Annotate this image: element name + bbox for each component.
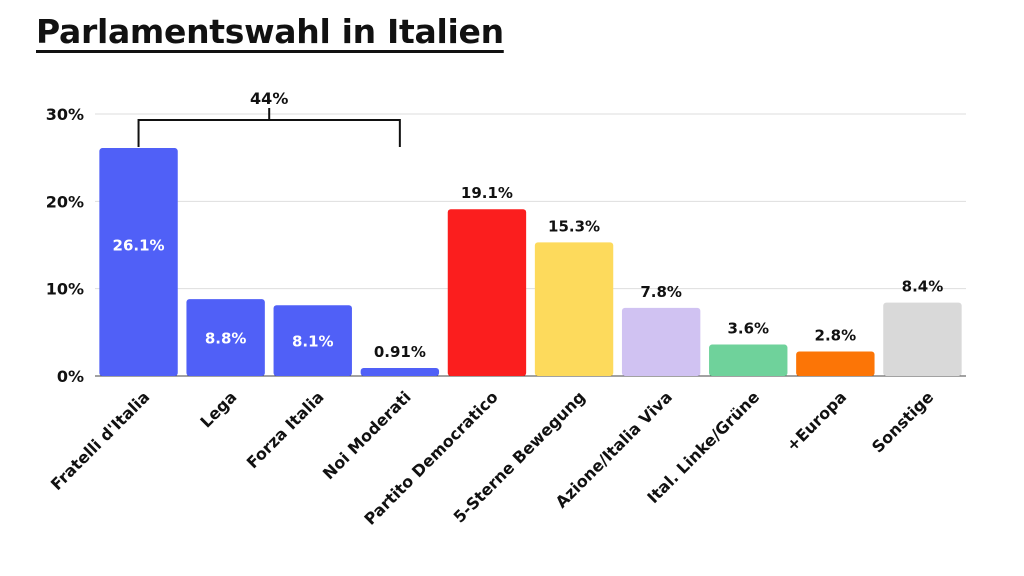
x-tick-label: Forza Italia xyxy=(243,387,328,472)
y-tick-label: 0% xyxy=(57,367,84,386)
data-label: 2.8% xyxy=(815,327,857,345)
bar xyxy=(99,148,178,376)
y-tick-label: 30% xyxy=(46,105,84,124)
x-tick-label: Fratelli d'Italia xyxy=(47,387,154,494)
bar xyxy=(360,368,440,376)
y-tick-label: 10% xyxy=(46,280,84,299)
coalition-bracket xyxy=(137,119,401,147)
bar xyxy=(447,209,527,376)
bar xyxy=(273,305,352,376)
data-label: 19.1% xyxy=(461,184,513,202)
x-tick-label: Lega xyxy=(196,387,240,431)
data-label: 0.91% xyxy=(374,343,426,361)
x-tick-label: Sonstige xyxy=(868,387,937,456)
data-label: 26.1% xyxy=(113,237,165,255)
data-label: 8.4% xyxy=(902,278,944,296)
data-label: 7.8% xyxy=(640,283,682,301)
bar xyxy=(534,242,614,376)
bar xyxy=(709,344,788,376)
data-label: 3.6% xyxy=(727,320,769,338)
bar xyxy=(796,351,875,376)
x-tick-label: Noi Moderati xyxy=(319,387,415,483)
bar xyxy=(186,299,265,376)
x-tick-label: +Europa xyxy=(782,387,850,455)
bar xyxy=(883,302,962,376)
y-tick-label: 20% xyxy=(46,192,84,211)
chart-title: Parlamentswahl in Italien xyxy=(36,12,504,51)
bar xyxy=(621,307,701,376)
coalition-total-label: 44% xyxy=(250,89,288,108)
data-label: 8.1% xyxy=(292,333,334,351)
data-label: 8.8% xyxy=(205,330,247,348)
data-label: 15.3% xyxy=(548,217,600,235)
